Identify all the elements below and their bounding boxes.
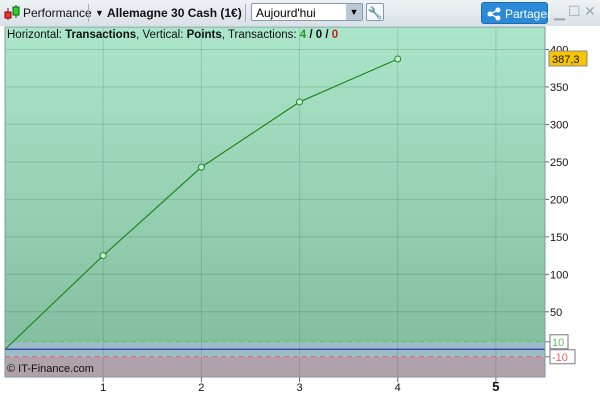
header-t-label: , Transactions: [222, 29, 300, 41]
y-tick-label: 250 [550, 157, 568, 169]
period-select[interactable]: Aujourd'hui ▼ [251, 3, 363, 21]
performance-title: Performance [23, 6, 92, 20]
divider [88, 4, 89, 22]
last-value-box [548, 50, 588, 67]
neutral-count: 0 [316, 29, 322, 41]
data-point [99, 252, 107, 260]
dropdown-arrow-icon[interactable]: ▼ [95, 8, 104, 18]
divider [245, 4, 246, 22]
positive-area [5, 27, 545, 350]
x-tick-label: 2 [198, 382, 204, 394]
data-point [296, 98, 304, 106]
header-v-value: Points [187, 29, 222, 41]
chart-header: Horizontal: Transactions, Vertical: Poin… [7, 29, 338, 41]
separator: / [322, 29, 332, 41]
candlestick-icon [4, 5, 20, 20]
y-tick-label: 350 [550, 82, 568, 94]
header-v-label: , Vertical: [136, 29, 187, 41]
share-label: Partager [505, 7, 552, 21]
data-point [197, 163, 205, 171]
data-point [394, 55, 402, 63]
y-tick-label: 200 [550, 194, 568, 206]
toolbar: Performance ▼ Allemagne 30 Cash (1€) Auj… [0, 0, 600, 27]
negative-area [5, 356, 545, 377]
dropdown-arrow-icon[interactable]: ▼ [346, 4, 362, 20]
winning-count: 4 [300, 29, 307, 41]
maximize-icon[interactable]: ☐ [568, 3, 581, 19]
share-icon [487, 7, 501, 21]
share-button[interactable]: Partager [481, 2, 552, 24]
instrument-selector[interactable]: Allemagne 30 Cash (1€) [107, 6, 242, 20]
wrench-icon[interactable]: 🔧 [366, 3, 384, 21]
x-tick-label: 4 [395, 382, 401, 394]
header-h-value: Transactions [65, 29, 136, 41]
plot-border [4, 26, 546, 378]
copyright: © IT-Finance.com [7, 363, 94, 375]
lower-band-label: -10 [552, 352, 568, 364]
y-tick-label: 50 [550, 307, 562, 319]
close-icon[interactable]: ✕ [584, 3, 596, 19]
x-tick-label: 1 [100, 382, 106, 394]
upper-band-label: 10 [552, 337, 564, 349]
y-tick-label: 300 [550, 119, 568, 131]
y-tick-label: 100 [550, 269, 568, 281]
lower-band-label-box [549, 349, 576, 365]
upper-band-label-box [549, 334, 569, 350]
header-h-label: Horizontal: [7, 29, 65, 41]
x-tick-label: 5 [492, 379, 499, 394]
y-tick-label: 150 [550, 232, 568, 244]
x-tick-label: 3 [296, 382, 302, 394]
minimize-icon[interactable]: ▁ [554, 4, 565, 20]
last-value-label: 387,3 [552, 54, 580, 66]
separator: / [306, 29, 316, 41]
losing-count: 0 [332, 29, 338, 41]
period-value: Aujourd'hui [256, 6, 316, 20]
